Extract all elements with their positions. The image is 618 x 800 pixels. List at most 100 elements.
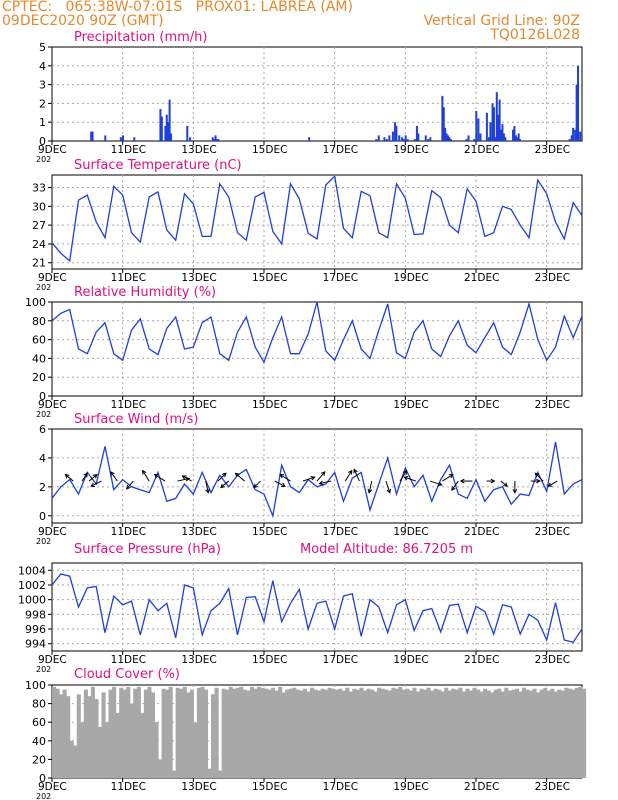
precipitation-xtick-label: 15DEC (252, 144, 287, 156)
wind-vector-head (320, 471, 326, 476)
cloud-cover-xtick-label: 9DEC (38, 781, 67, 793)
cloud-cover-bar (384, 689, 389, 778)
wind-ytick-label: 4 (39, 452, 46, 465)
wind-xtick-label: 13DEC (181, 526, 216, 538)
precipitation-ytick-label: 2 (39, 97, 46, 110)
cloud-cover-bar (136, 686, 141, 778)
cloud-cover-bar (582, 688, 587, 778)
cloud-cover-bar (440, 691, 445, 778)
temperature-xtick-label: 15DEC (252, 272, 287, 284)
precipitation-bar (516, 137, 519, 141)
wind-vector-head (451, 486, 456, 492)
wind-vector-head (234, 472, 240, 478)
cloud-cover-bar (348, 691, 353, 778)
panel-pressure (48, 562, 583, 655)
cloud-cover-bar (207, 768, 212, 778)
cloud-cover-xtick-label: 19DEC (393, 781, 428, 793)
humidity-ytick-label: 20 (32, 371, 46, 384)
cloud-cover-bar (437, 689, 442, 778)
cloud-cover-bar (306, 691, 311, 778)
wind-vector-head (253, 483, 258, 489)
precipitation-ytick-label: 1 (39, 116, 46, 129)
cloud-cover-bar (355, 689, 360, 778)
cloud-cover-bar (370, 689, 375, 778)
cloud-cover-bar (507, 690, 512, 778)
cloud-cover-bar (302, 688, 307, 778)
precipitation-bar (445, 133, 448, 141)
cloud-cover-bar (115, 712, 120, 778)
cloud-cover-bar (391, 687, 396, 778)
wind-vector-head (142, 469, 147, 475)
cloud-cover-bar (62, 689, 67, 778)
pressure-ytick-label: 994 (25, 638, 46, 651)
wind-vector-head (205, 488, 210, 494)
cloud-cover-year-fragment: 202 (36, 792, 51, 800)
precipitation-bar (517, 133, 520, 141)
cloud-cover-bar (69, 740, 74, 778)
panel-humidity (48, 301, 583, 400)
wind-vector-shaft (88, 474, 98, 482)
cloud-cover-bar (189, 689, 194, 778)
precipitation-xtick-label: 11DEC (111, 144, 146, 156)
precipitation-xtick-label: 13DEC (181, 144, 216, 156)
wind-vector-shaft (404, 476, 417, 482)
wind-vector-head (353, 468, 358, 474)
cloud-cover-bar (380, 688, 385, 778)
cloud-cover-bar (518, 691, 523, 778)
cloud-cover-bar (352, 688, 357, 778)
cloud-cover-bar (87, 696, 92, 778)
precipitation-bar (479, 133, 482, 141)
wind-vector-shaft (534, 472, 544, 482)
wind-xtick-label: 23DEC (535, 526, 570, 538)
wind-vector-head (181, 475, 187, 480)
wind-vector-shaft (429, 480, 442, 486)
wind-xtick-label: 9DEC (38, 526, 67, 538)
cloud-cover-bar (454, 689, 459, 778)
wind-vector-shaft (279, 474, 291, 482)
humidity-xtick-label: 17DEC (323, 399, 358, 411)
cloud-cover-bar (112, 686, 117, 778)
cloud-cover-bar (557, 689, 562, 778)
humidity-title: Relative Humidity (%) (74, 285, 216, 300)
pressure-frame (51, 562, 583, 652)
cloud-cover-bar (334, 689, 339, 778)
wind-vector-shaft (368, 480, 373, 493)
cloud-cover-bar (341, 690, 346, 778)
pressure-line (51, 573, 583, 643)
panel-cloud-cover (48, 684, 587, 782)
cloud-cover-bar (80, 722, 85, 778)
wind-vector-shaft (253, 480, 261, 488)
cloud-cover-bar (500, 691, 505, 778)
precipitation-bar (492, 107, 495, 141)
cloud-cover-bar (235, 687, 240, 778)
wind-vector-shaft (110, 471, 118, 482)
precipitation-bar (417, 133, 420, 141)
wind-vector-shaft (81, 472, 88, 482)
cloud-cover-bar (218, 770, 223, 778)
cloud-cover-bar (52, 686, 57, 778)
wind-vector-shaft (385, 480, 391, 493)
precipitation-bar (388, 135, 391, 141)
precipitation-bar (186, 125, 189, 141)
humidity-year-fragment: 202 (36, 410, 51, 419)
wind-vector-shaft (353, 469, 360, 482)
panel-wind (48, 428, 583, 527)
cloud-cover-bar (490, 692, 495, 778)
precipitation-bar (133, 137, 136, 141)
precipitation-frame (51, 46, 583, 142)
cloud-cover-bar (539, 689, 544, 778)
pressure-year-fragment: 202 (36, 665, 51, 674)
precipitation-bar (160, 116, 163, 141)
precipitation-xtick-label: 21DEC (464, 144, 499, 156)
cloud-cover-bar (278, 686, 283, 778)
precipitation-bar (401, 137, 404, 141)
humidity-xtick-label: 23DEC (535, 399, 570, 411)
pressure-xtick-label: 17DEC (323, 654, 358, 666)
wind-frame (51, 428, 583, 524)
cloud-cover-bar (55, 688, 60, 778)
cloud-cover-bar (465, 688, 470, 778)
humidity-ytick-label: 100 (25, 296, 46, 309)
pressure-annotation: Model Altitude: 86.7205 m (300, 542, 473, 557)
humidity-ytick-label: 60 (32, 334, 46, 347)
